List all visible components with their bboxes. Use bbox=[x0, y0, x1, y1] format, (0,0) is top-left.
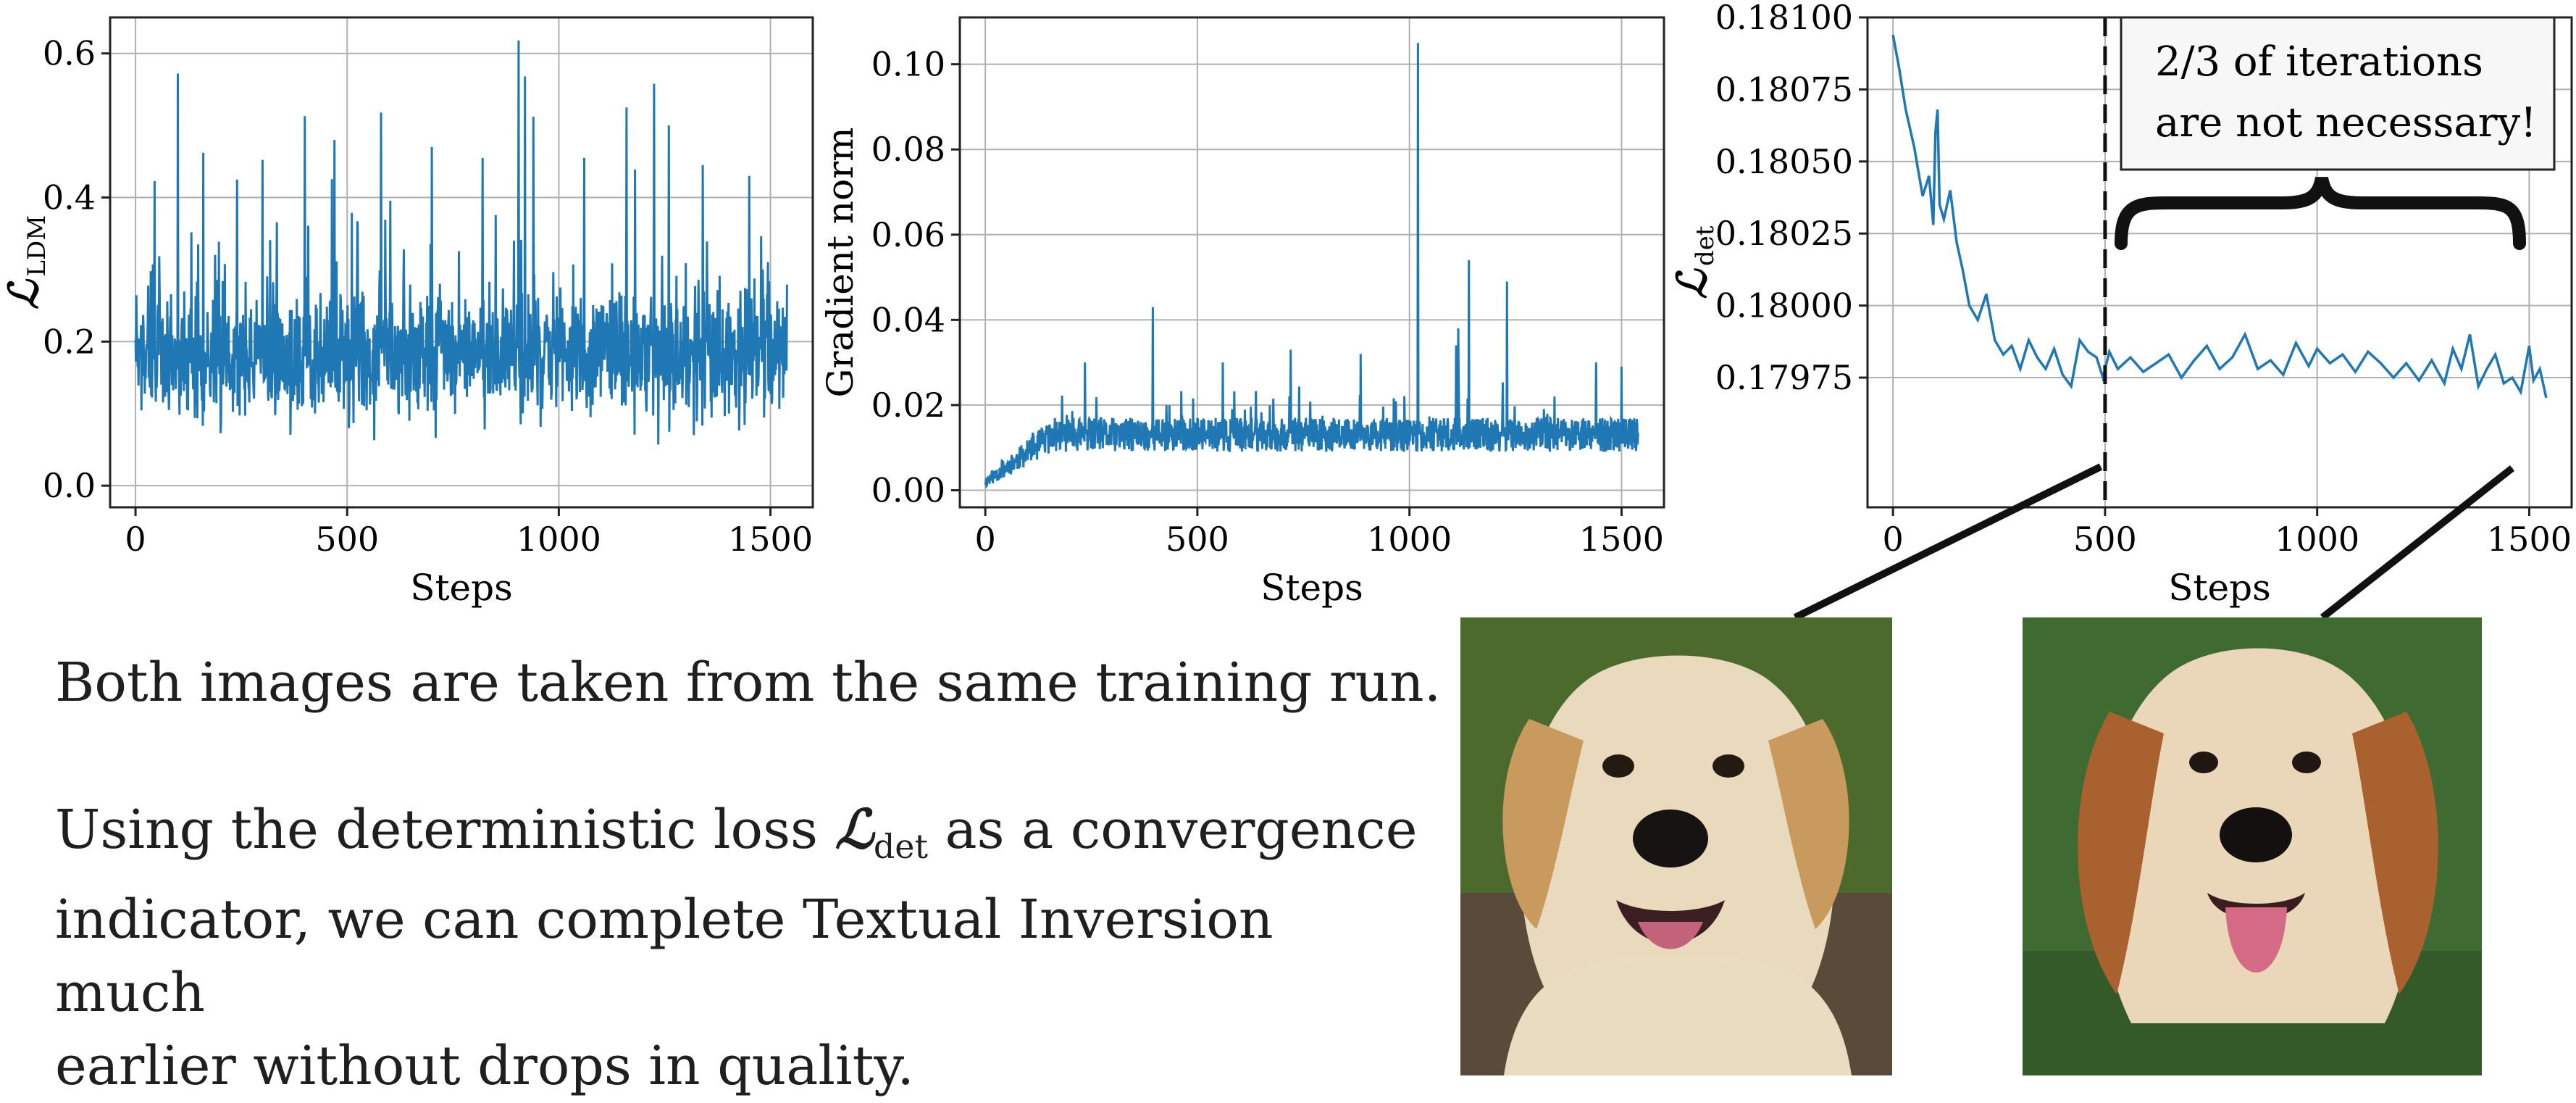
ldm-y-tick-label: 0.2 bbox=[43, 322, 96, 361]
grad-x-tick-label: 0 bbox=[974, 520, 995, 559]
arrow-to-step-500 bbox=[1793, 463, 2103, 621]
ldm-x-tick-label: 500 bbox=[315, 520, 379, 559]
det-y-tick-label: 0.18050 bbox=[1715, 142, 1853, 181]
grad-y-axis-label: Gradient norm bbox=[819, 127, 861, 397]
ldm-loss-line bbox=[134, 40, 788, 445]
det-ticks: 0 500 1000 1500 0.17975 0.18000 0.18025 0.18050… bbox=[1715, 0, 2572, 559]
grad-y-tick-label: 0.02 bbox=[871, 386, 945, 425]
caption-loss-subscript: det bbox=[873, 827, 929, 866]
det-x-tick-label: 0 bbox=[1882, 520, 1903, 559]
det-y-tick-label: 0.18075 bbox=[1715, 70, 1853, 109]
det-y-tick-label: 0.18100 bbox=[1715, 0, 1853, 37]
det-x-axis-label: Steps bbox=[2168, 567, 2271, 609]
det-y-axis-label: ℒ det bbox=[1668, 225, 1720, 299]
caption-line-2-end: as a convergence bbox=[945, 799, 1418, 861]
ldm-loss-chart: 0 500 1000 1500 0.0 0.2 0.4 0.6 Steps ℒ LDM bbox=[0, 16, 814, 609]
figure-canvas: 0 500 1000 1500 0.0 0.2 0.4 0.6 Steps ℒ LDM 0 50… bbox=[0, 0, 2573, 621]
caption-paragraph: Using the deterministic loss ℒdet as a c… bbox=[55, 794, 1431, 1103]
caption-line-4: earlier without drops in quality. bbox=[55, 1035, 914, 1097]
curly-brace bbox=[2115, 176, 2526, 250]
det-loss-line bbox=[1891, 34, 2548, 399]
grad-x-tick-label: 500 bbox=[1166, 520, 1229, 559]
det-y-axis-symbol: ℒ bbox=[1668, 268, 1716, 299]
ldm-x-axis-label: Steps bbox=[410, 567, 513, 609]
det-x-tick-label: 1000 bbox=[2275, 520, 2359, 559]
grad-y-tick-label: 0.06 bbox=[871, 215, 945, 254]
dog-image-step-500 bbox=[1460, 617, 1892, 1075]
ldm-plot-frame bbox=[109, 16, 814, 509]
det-y-tick-label: 0.18000 bbox=[1715, 286, 1853, 325]
det-y-axis-subscript: det bbox=[1691, 225, 1720, 266]
gradient-norm-chart: 0 500 1000 1500 0.00 0.02 0.04 0.06 0.08 0.10 Ste… bbox=[819, 16, 1665, 609]
caption-line-1: Both images are taken from the same trai… bbox=[55, 652, 1442, 714]
grad-x-axis-label: Steps bbox=[1260, 567, 1363, 609]
annotation-box bbox=[2120, 16, 2556, 171]
det-y-tick-label: 0.17975 bbox=[1715, 358, 1853, 397]
grad-grid bbox=[960, 17, 1664, 507]
arrow-to-step-1490 bbox=[2320, 465, 2515, 620]
grad-x-tick-label: 1500 bbox=[1579, 520, 1664, 559]
grad-x-tick-label: 1000 bbox=[1367, 520, 1452, 559]
det-loss-chart: 0 500 1000 1500 0.17975 0.18000 0.18025 0.18050… bbox=[1668, 0, 2573, 609]
ldm-y-axis-subscript: LDM bbox=[22, 215, 51, 277]
caption-line-3: indicator, we can complete Textual Inver… bbox=[55, 888, 1274, 1024]
ldm-y-axis-symbol: ℒ bbox=[0, 278, 48, 309]
dog-image-step-1490 bbox=[2023, 617, 2482, 1075]
ldm-x-tick-label: 1500 bbox=[728, 520, 813, 559]
grad-y-tick-label: 0.08 bbox=[871, 130, 945, 169]
caption-loss-symbol: ℒ bbox=[835, 799, 874, 861]
grad-y-tick-label: 0.00 bbox=[871, 470, 945, 509]
annotation-line-1: 2/3 of iterations bbox=[2155, 38, 2483, 86]
ldm-x-tick-label: 0 bbox=[125, 520, 146, 559]
ldm-x-tick-label: 1000 bbox=[517, 520, 601, 559]
grad-plot-frame bbox=[958, 16, 1665, 509]
grad-ticks: 0 500 1000 1500 0.00 0.02 0.04 0.06 0.08 0.10 bbox=[871, 45, 1664, 559]
det-x-tick-label: 1500 bbox=[2487, 520, 2572, 559]
det-y-tick-label: 0.18025 bbox=[1715, 214, 1853, 253]
ldm-y-axis-label: ℒ LDM bbox=[0, 215, 51, 309]
ldm-ticks: 0 500 1000 1500 0.0 0.2 0.4 0.6 bbox=[43, 34, 813, 559]
grad-y-tick-label: 0.10 bbox=[871, 45, 945, 84]
gradient-norm-line bbox=[984, 43, 1639, 489]
caption-line-2-start: Using the deterministic loss bbox=[55, 799, 819, 861]
ldm-y-tick-label: 0.0 bbox=[43, 466, 96, 505]
annotation-line-2: are not necessary! bbox=[2155, 99, 2537, 146]
det-x-tick-label: 500 bbox=[2073, 520, 2137, 559]
grad-y-tick-label: 0.04 bbox=[871, 300, 945, 339]
ldm-y-tick-label: 0.6 bbox=[43, 34, 96, 73]
ldm-y-tick-label: 0.4 bbox=[43, 178, 96, 217]
